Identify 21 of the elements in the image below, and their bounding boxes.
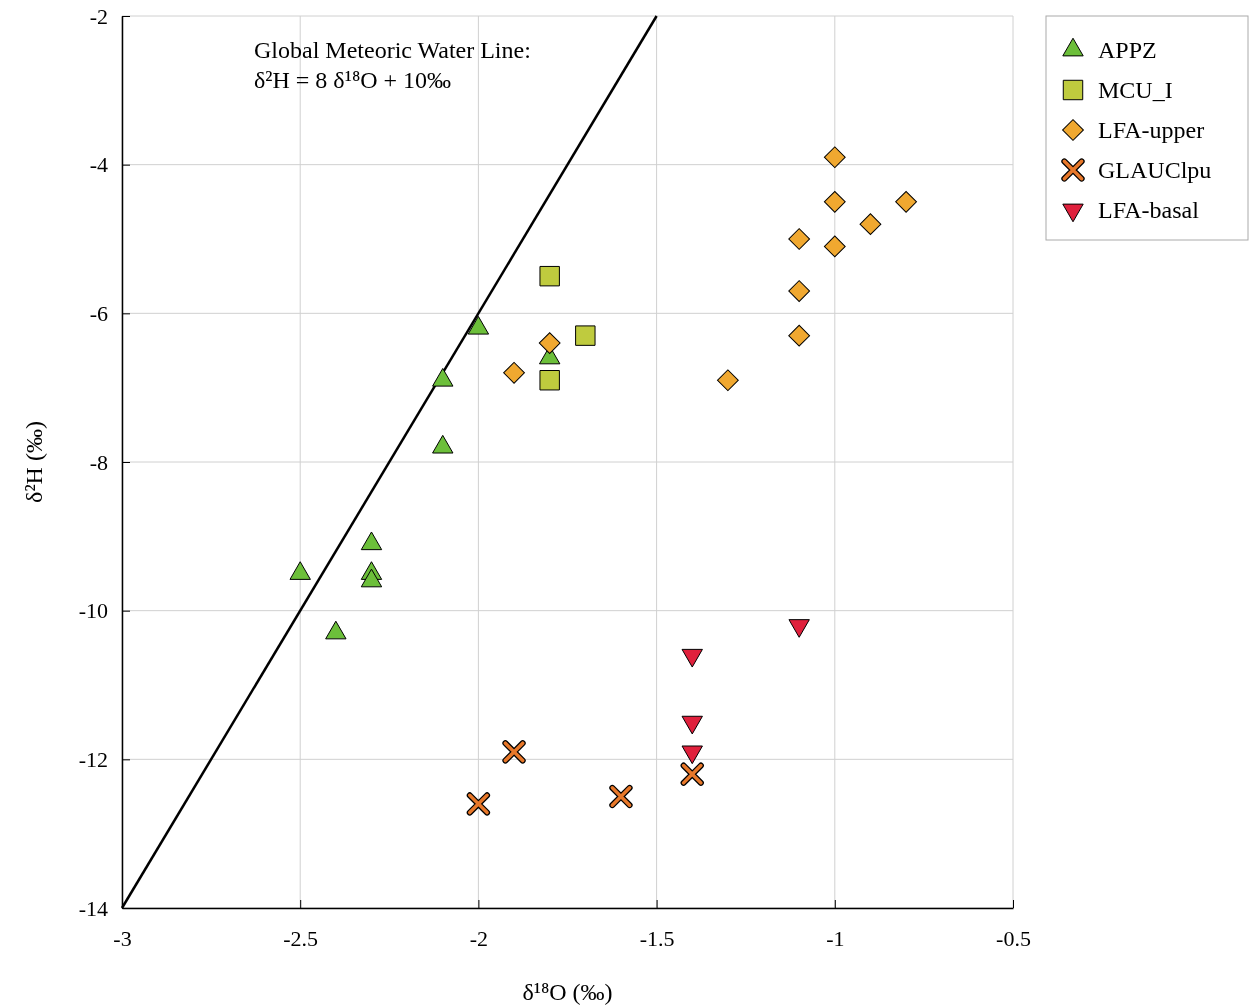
x-tick-label: -1 xyxy=(826,926,845,952)
y-tick-label: -4 xyxy=(89,152,108,178)
legend-label: APPZ xyxy=(1098,37,1157,63)
y-tick-label: -8 xyxy=(89,449,108,475)
y-axis-title: δ²H (‰) xyxy=(21,421,47,503)
y-tick-label: -2 xyxy=(89,3,108,29)
legend-label: MCU_I xyxy=(1098,77,1173,103)
legend-label: LFA-basal xyxy=(1098,197,1200,223)
x-tick-label: -2 xyxy=(469,926,489,952)
legend-label: GLAUClpu xyxy=(1098,157,1212,183)
y-tick-label: -10 xyxy=(78,598,108,624)
x-tick-label: -3 xyxy=(113,926,132,952)
x-tick-label: -1.5 xyxy=(639,926,675,952)
y-tick-label: -14 xyxy=(78,895,108,921)
y-tick-label: -6 xyxy=(89,300,108,326)
x-axis-title: δ¹⁸O (‰) xyxy=(522,979,613,1005)
x-tick-label: -2.5 xyxy=(283,926,319,952)
legend-label: LFA-upper xyxy=(1098,117,1205,143)
x-tick-label: -0.5 xyxy=(996,926,1031,952)
y-tick-label: -12 xyxy=(78,746,108,772)
annotation: Global Meteoric Water Line: δ²H = 8 δ¹⁸O + 10‰ xyxy=(254,37,531,93)
